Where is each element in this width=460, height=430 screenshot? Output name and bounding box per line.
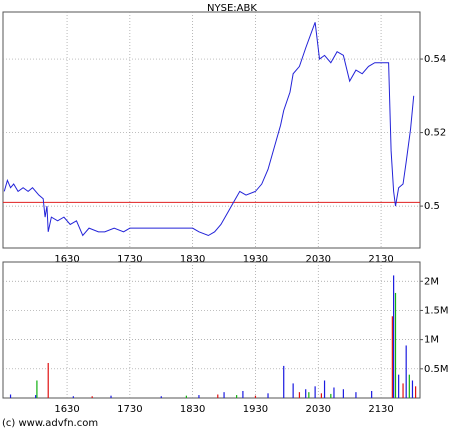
x-tick-label: 1630 [54,254,79,265]
x-tick-label: 1730 [117,254,142,265]
volume-bar [405,345,407,398]
x-tick-label: 1830 [180,404,205,415]
volume-bar [308,392,310,398]
volume-bar [35,395,37,398]
volume-bar [398,374,400,398]
y-tick-label: 0.5 [424,201,440,212]
y-tick-label: 2M [424,276,439,287]
volume-bar [242,390,244,398]
volume-bar [36,380,38,398]
x-tick-label: 1830 [180,254,205,265]
plot-frame [2,261,421,399]
volume-bar [333,387,335,398]
x-tick-label: 2030 [306,404,331,415]
plot-frame [2,11,421,249]
volume-bar [254,395,257,398]
volume-bar [355,392,357,398]
volume-bar [342,389,344,398]
volume-bar [323,380,326,398]
x-tick-label: 1730 [117,404,142,415]
volume-bar [160,396,162,398]
y-tick-label: 1.5M [424,305,449,316]
volume-bar [185,395,187,398]
x-tick-label: 1630 [54,404,79,415]
volume-bar [298,392,301,398]
volume-bar [236,395,238,398]
volume-bar [320,393,323,398]
volume-bar [305,389,307,398]
volume-bar [292,383,294,398]
volume-bar [91,396,93,398]
x-tick-label: 2130 [368,404,393,415]
volume-bar [415,386,417,398]
x-tick-label: 1930 [243,254,268,265]
volume-bar [402,383,404,398]
volume-bar [9,394,12,398]
y-tick-label: 1M [424,335,439,346]
price-line [3,22,415,237]
volume-bar [47,362,49,398]
y-tick-label: 0.54 [424,54,446,65]
volume-bar [411,380,414,398]
volume-bar [391,316,393,398]
y-tick-label: 0.5M [424,364,449,375]
volume-bar [267,393,269,398]
chart-title: NYSE:ABK [207,3,257,14]
volume-bar [371,390,373,398]
volume-bar [314,386,316,398]
x-tick-label: 2130 [368,254,393,265]
volume-bar [217,394,219,398]
x-tick-label: 2030 [306,254,331,265]
volume-bar [283,365,285,398]
credit: (c) www.advfn.com [2,418,98,429]
volume-bar [394,292,397,398]
volume-bar [110,395,112,398]
volume-bar [223,392,225,398]
x-tick-label: 1930 [243,404,268,415]
volume-bar [408,374,410,398]
volume-bar [72,396,74,398]
volume-bar [330,393,332,398]
volume-bar [393,275,395,398]
volume-bar [198,395,200,398]
y-tick-label: 0.52 [424,128,446,139]
